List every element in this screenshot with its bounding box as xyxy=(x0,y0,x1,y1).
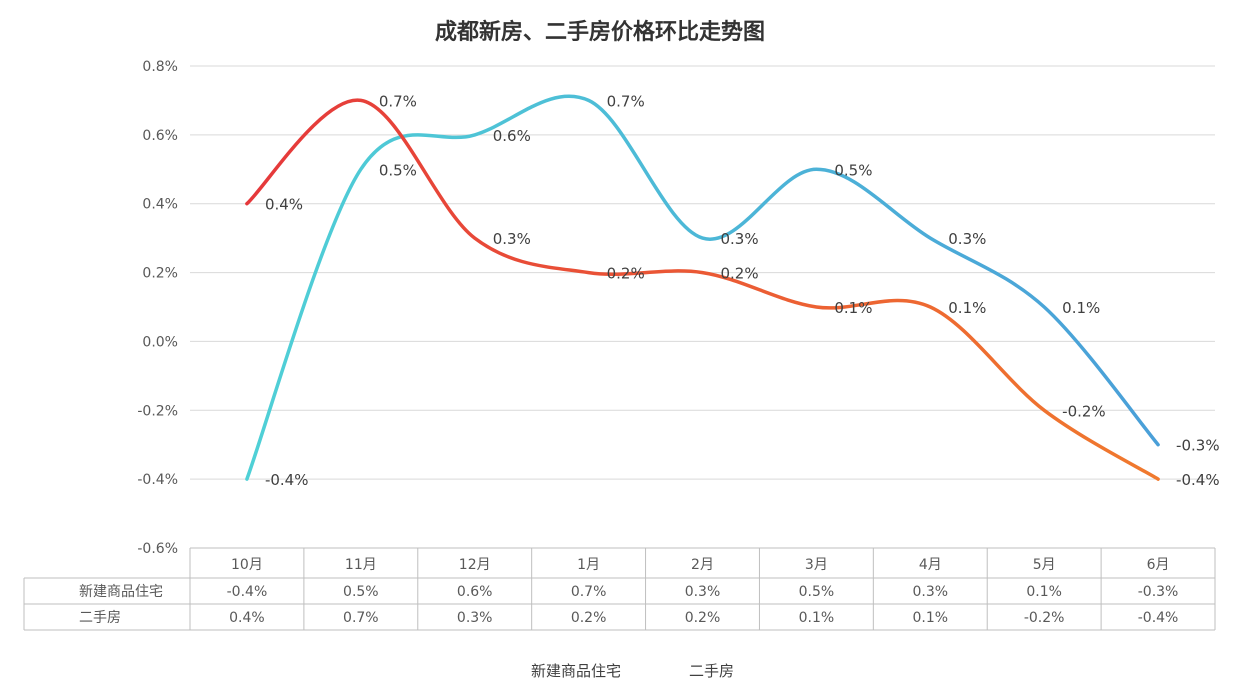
table-cell: 0.1% xyxy=(1026,584,1062,600)
series-line-1 xyxy=(245,98,1160,481)
y-tick-label: 0.6% xyxy=(142,128,178,144)
legend-label: 新建商品住宅 xyxy=(531,662,621,680)
y-tick-label: 0.2% xyxy=(142,266,178,282)
data-label: 0.1% xyxy=(948,299,986,317)
table-cell: 0.1% xyxy=(912,610,948,626)
chart-title: 成都新房、二手房价格环比走势图 xyxy=(435,19,765,45)
table-cell: 0.4% xyxy=(229,610,265,626)
data-label: 0.7% xyxy=(379,92,417,110)
data-label: 0.4% xyxy=(265,196,303,214)
table-cell: 0.6% xyxy=(457,584,493,600)
table-cell: -0.2% xyxy=(1024,610,1065,626)
table-series-name: 新建商品住宅 xyxy=(79,584,163,600)
x-category-label: 12月 xyxy=(459,557,491,573)
legend-label: 二手房 xyxy=(689,662,734,680)
data-label: 0.3% xyxy=(721,230,759,248)
y-tick-label: -0.4% xyxy=(137,472,178,488)
y-tick-label: -0.6% xyxy=(137,541,178,557)
table-cell: -0.4% xyxy=(227,584,268,600)
x-category-label: 1月 xyxy=(577,557,600,573)
table-cell: 0.1% xyxy=(799,610,835,626)
data-label: 0.1% xyxy=(834,299,872,317)
table-cell: 0.3% xyxy=(685,584,721,600)
data-label: 0.2% xyxy=(721,265,759,283)
data-label: 0.3% xyxy=(948,230,986,248)
table-cell: 0.7% xyxy=(343,610,379,626)
data-label: 0.2% xyxy=(607,265,645,283)
table-cell: 0.5% xyxy=(343,584,379,600)
data-label: -0.4% xyxy=(1176,471,1220,489)
table-cell: 0.5% xyxy=(799,584,835,600)
y-tick-label: 0.8% xyxy=(142,59,178,75)
x-category-label: 10月 xyxy=(231,557,263,573)
table-cell: -0.3% xyxy=(1138,584,1179,600)
x-category-label: 2月 xyxy=(691,557,714,573)
table-cell: 0.3% xyxy=(457,610,493,626)
data-label: 0.5% xyxy=(834,161,872,179)
data-label: 0.1% xyxy=(1062,299,1100,317)
data-label: 0.7% xyxy=(607,92,645,110)
table-cell: -0.4% xyxy=(1138,610,1179,626)
series-line-0 xyxy=(245,94,1160,481)
y-tick-label: 0.4% xyxy=(142,197,178,213)
x-category-label: 4月 xyxy=(919,557,942,573)
table-cell: 0.7% xyxy=(571,584,607,600)
data-label: -0.4% xyxy=(265,471,309,489)
table-cell: 0.2% xyxy=(571,610,607,626)
data-label: 0.3% xyxy=(493,230,531,248)
x-category-label: 5月 xyxy=(1033,557,1056,573)
y-tick-label: 0.0% xyxy=(142,334,178,350)
y-tick-label: -0.2% xyxy=(137,403,178,419)
x-category-label: 3月 xyxy=(805,557,828,573)
data-label: 0.6% xyxy=(493,127,531,145)
table-cell: 0.3% xyxy=(912,584,948,600)
table-cell: 0.2% xyxy=(685,610,721,626)
data-label: -0.3% xyxy=(1176,437,1220,455)
data-label: -0.2% xyxy=(1062,402,1106,420)
x-category-label: 6月 xyxy=(1147,557,1170,573)
data-label: 0.5% xyxy=(379,161,417,179)
table-series-name: 二手房 xyxy=(79,610,121,626)
x-category-label: 11月 xyxy=(345,557,377,573)
